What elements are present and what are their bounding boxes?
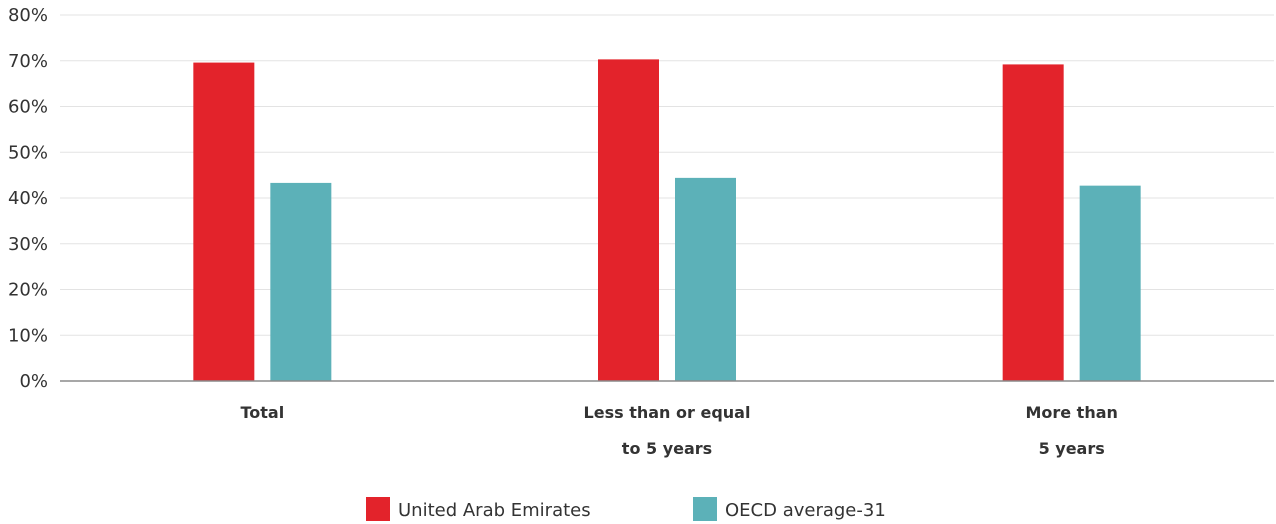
y-tick-label: 10% xyxy=(8,325,48,346)
y-tick-label: 20% xyxy=(8,280,48,301)
y-tick-label: 40% xyxy=(8,188,48,209)
legend-swatch xyxy=(693,497,717,521)
y-tick-label: 70% xyxy=(8,51,48,72)
legend-swatch xyxy=(366,497,390,521)
y-tick-label: 30% xyxy=(8,234,48,255)
bars xyxy=(193,59,1141,381)
legend: United Arab Emirates OECD average-31 xyxy=(366,497,886,521)
bar xyxy=(1002,64,1064,381)
y-tick-label: 50% xyxy=(8,142,48,163)
x-tick-label: Less than or equal xyxy=(584,403,751,422)
bar xyxy=(270,182,332,381)
y-tick-label: 80% xyxy=(8,5,48,26)
bar xyxy=(1079,185,1141,381)
bar xyxy=(598,59,659,381)
x-tick-label: More than xyxy=(1025,403,1117,422)
x-tick-label: to 5 years xyxy=(622,439,712,458)
bar xyxy=(193,62,255,381)
y-tick-label: 0% xyxy=(19,371,48,392)
bar xyxy=(675,177,736,381)
legend-label: United Arab Emirates xyxy=(398,500,591,521)
gridlines xyxy=(60,14,1274,336)
x-tick-label: 5 years xyxy=(1039,439,1105,458)
x-tick-label: Total xyxy=(240,403,284,422)
legend-label: OECD average-31 xyxy=(725,500,886,521)
y-tick-label: 60% xyxy=(8,97,48,118)
axes: 0% 10% 20% 30% 40% 50% 60% 70% 80% Total Less than… xyxy=(8,5,1274,458)
